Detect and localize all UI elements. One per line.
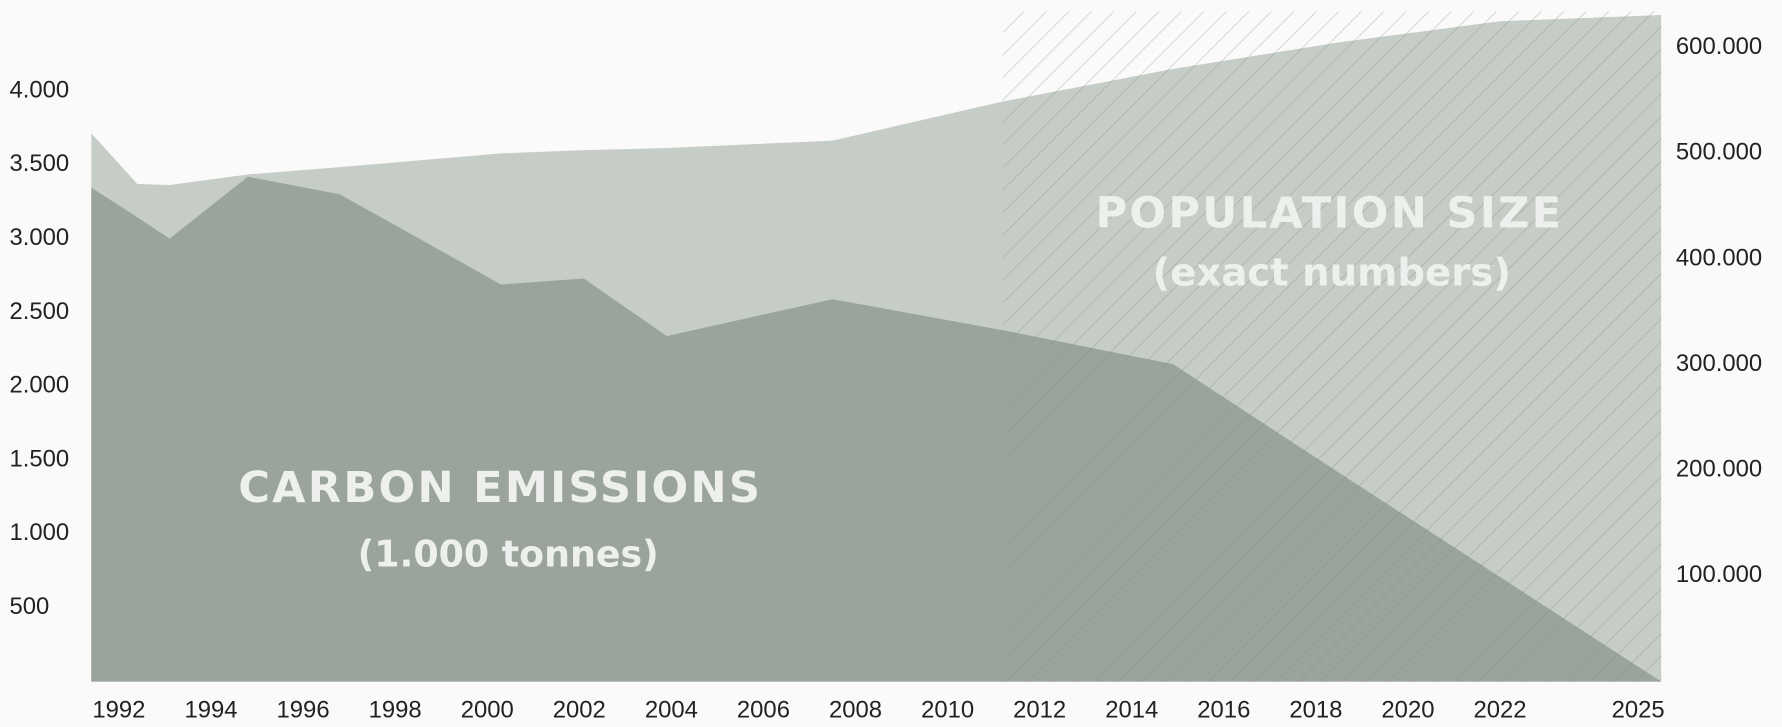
annotation: (1.000 tonnes): [358, 533, 659, 576]
y2-tick-label: 300.000: [1676, 350, 1762, 377]
y-tick-label: 2.500: [10, 298, 70, 325]
x-tick-label: 2018: [1289, 696, 1342, 723]
y-tick-label: 500: [10, 593, 50, 620]
x-tick-label: 2002: [553, 696, 606, 723]
x-tick-label: 2022: [1474, 696, 1527, 723]
x-tick-label: 2000: [461, 696, 514, 723]
x-tick-label: 2006: [737, 696, 790, 723]
x-tick-label: 1996: [277, 696, 330, 723]
x-tick-label: 1998: [369, 696, 422, 723]
x-tick-label: 2012: [1013, 696, 1066, 723]
y2-tick-label: 600.000: [1676, 33, 1762, 60]
annotation: POPULATION SIZE: [1096, 188, 1564, 238]
x-tick-label: 2008: [829, 696, 882, 723]
y2-tick-label: 200.000: [1676, 456, 1762, 483]
y2-tick-label: 100.000: [1676, 561, 1762, 588]
y2-tick-label: 500.000: [1676, 139, 1762, 166]
y2-tick-label: 400.000: [1676, 244, 1762, 271]
x-tick-label: 2016: [1197, 696, 1250, 723]
annotation: CARBON EMISSIONS: [238, 463, 762, 513]
y-tick-label: 3.500: [10, 150, 70, 177]
x-tick-label: 1992: [92, 696, 145, 723]
y-tick-label: 1.500: [10, 445, 70, 472]
projection-hatch: [1002, 11, 1662, 682]
plot-area: [91, 11, 1662, 682]
y-tick-label: 1.000: [10, 519, 70, 546]
x-tick-label: 2014: [1105, 696, 1158, 723]
y-tick-label: 2.000: [10, 372, 70, 399]
x-tick-label: 1994: [184, 696, 237, 723]
annotation: (exact numbers): [1153, 250, 1511, 295]
x-tick-label: 2025: [1612, 696, 1665, 723]
y-tick-label: 4.000: [10, 76, 70, 103]
x-tick-label: 2010: [921, 696, 974, 723]
y-tick-label: 3.000: [10, 224, 70, 251]
x-tick-label: 2004: [645, 696, 698, 723]
x-tick-label: 2020: [1381, 696, 1434, 723]
